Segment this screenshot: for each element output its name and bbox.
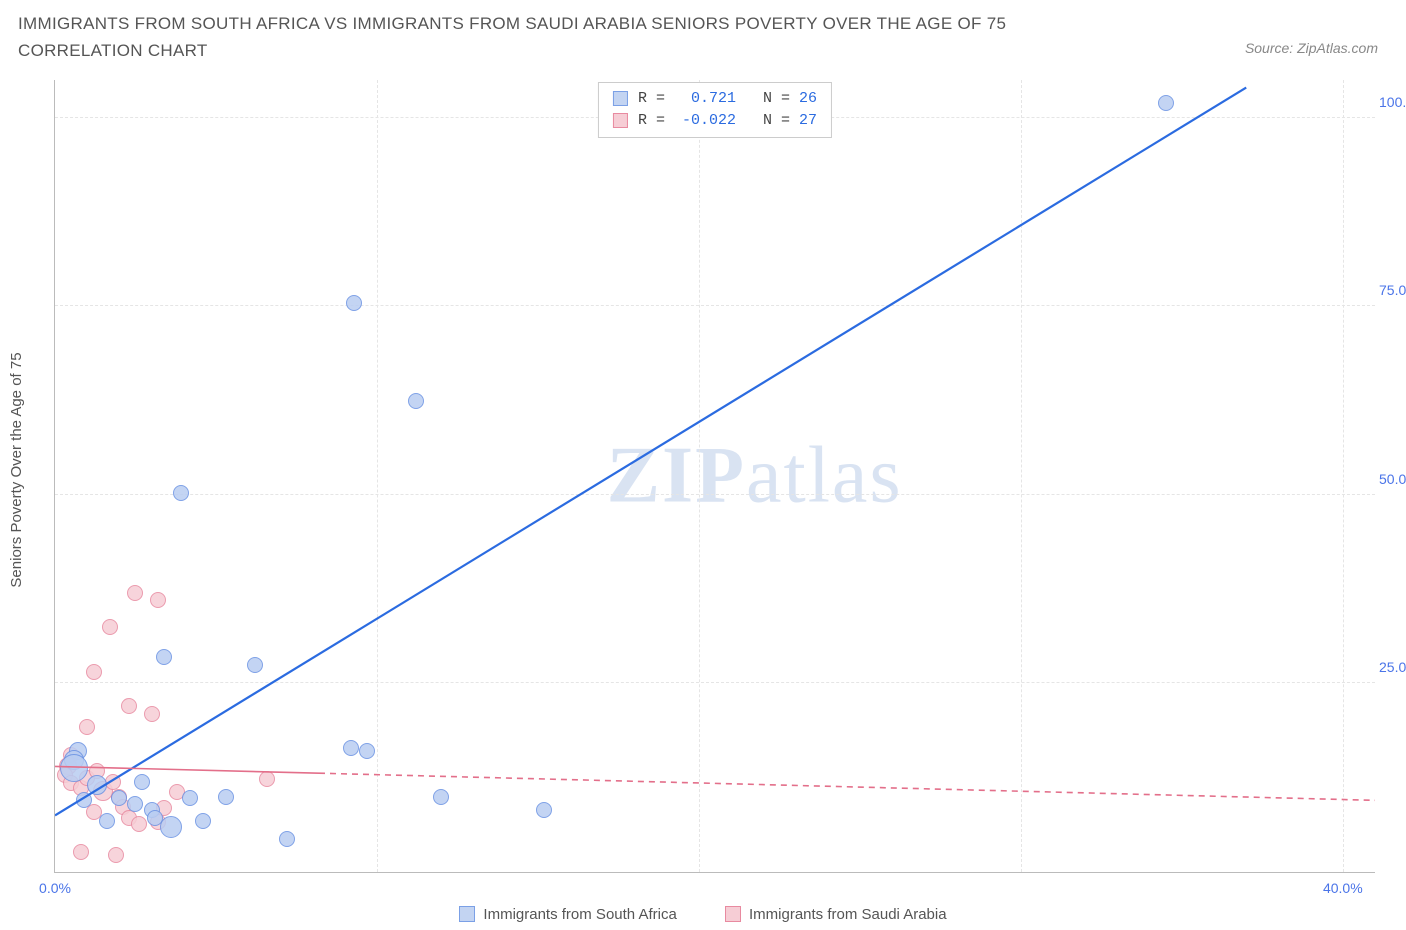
data-point bbox=[160, 816, 182, 838]
data-point bbox=[127, 585, 143, 601]
x-tick-label: 0.0% bbox=[39, 880, 71, 896]
gridline-h bbox=[55, 682, 1375, 683]
chart-title: IMMIGRANTS FROM SOUTH AFRICA VS IMMIGRAN… bbox=[18, 10, 1118, 64]
data-point bbox=[173, 485, 189, 501]
legend-label: Immigrants from South Africa bbox=[483, 906, 676, 923]
data-point bbox=[76, 792, 92, 808]
header: IMMIGRANTS FROM SOUTH AFRICA VS IMMIGRAN… bbox=[18, 10, 1388, 64]
data-point bbox=[536, 802, 552, 818]
y-axis-label: Seniors Poverty Over the Age of 75 bbox=[8, 352, 25, 587]
data-point bbox=[86, 664, 102, 680]
source-attribution: Source: ZipAtlas.com bbox=[1245, 40, 1378, 56]
n-value: 27 bbox=[799, 110, 817, 132]
data-point bbox=[408, 393, 424, 409]
legend-item: Immigrants from Saudi Arabia bbox=[725, 906, 947, 923]
data-point bbox=[131, 816, 147, 832]
trend-lines-layer bbox=[55, 80, 1375, 872]
legend-label: Immigrants from Saudi Arabia bbox=[749, 906, 947, 923]
data-point bbox=[102, 619, 118, 635]
data-point bbox=[108, 847, 124, 863]
x-tick-label: 40.0% bbox=[1323, 880, 1363, 896]
data-point bbox=[79, 719, 95, 735]
y-tick-label: 25.0% bbox=[1379, 659, 1406, 675]
gridline-h bbox=[55, 494, 1375, 495]
data-point bbox=[343, 740, 359, 756]
data-point bbox=[218, 789, 234, 805]
data-point bbox=[99, 813, 115, 829]
data-point bbox=[259, 771, 275, 787]
data-point bbox=[346, 295, 362, 311]
data-point bbox=[247, 657, 263, 673]
watermark: ZIPatlas bbox=[607, 431, 903, 522]
series-swatch-icon bbox=[613, 113, 628, 128]
series-swatch-icon bbox=[725, 906, 741, 922]
data-point bbox=[60, 754, 88, 782]
data-point bbox=[156, 649, 172, 665]
scatter-plot: ZIPatlas R = 0.721 N = 26 R = -0.022 N =… bbox=[54, 80, 1375, 873]
data-point bbox=[105, 774, 121, 790]
correlation-row-1: R = 0.721 N = 26 bbox=[613, 88, 817, 110]
gridline-v bbox=[699, 80, 700, 872]
data-point bbox=[121, 698, 137, 714]
series-swatch-icon bbox=[613, 91, 628, 106]
gridline-v bbox=[1343, 80, 1344, 872]
data-point bbox=[127, 796, 143, 812]
n-value: 26 bbox=[799, 88, 817, 110]
legend: Immigrants from South Africa Immigrants … bbox=[0, 906, 1406, 927]
data-point bbox=[433, 789, 449, 805]
gridline-v bbox=[1021, 80, 1022, 872]
data-point bbox=[87, 775, 107, 795]
gridline-h bbox=[55, 305, 1375, 306]
data-point bbox=[144, 706, 160, 722]
series-swatch-icon bbox=[459, 906, 475, 922]
data-point bbox=[73, 844, 89, 860]
data-point bbox=[150, 592, 166, 608]
r-value: -0.022 bbox=[674, 110, 736, 132]
r-value: 0.721 bbox=[674, 88, 736, 110]
correlation-legend: R = 0.721 N = 26 R = -0.022 N = 27 bbox=[598, 82, 832, 138]
data-point bbox=[195, 813, 211, 829]
data-point bbox=[279, 831, 295, 847]
y-tick-label: 50.0% bbox=[1379, 471, 1406, 487]
data-point bbox=[1158, 95, 1174, 111]
y-tick-label: 75.0% bbox=[1379, 282, 1406, 298]
data-point bbox=[182, 790, 198, 806]
legend-item: Immigrants from South Africa bbox=[459, 906, 676, 923]
gridline-v bbox=[377, 80, 378, 872]
y-tick-label: 100.0% bbox=[1379, 94, 1406, 110]
data-point bbox=[134, 774, 150, 790]
data-point bbox=[111, 790, 127, 806]
correlation-row-2: R = -0.022 N = 27 bbox=[613, 110, 817, 132]
data-point bbox=[359, 743, 375, 759]
